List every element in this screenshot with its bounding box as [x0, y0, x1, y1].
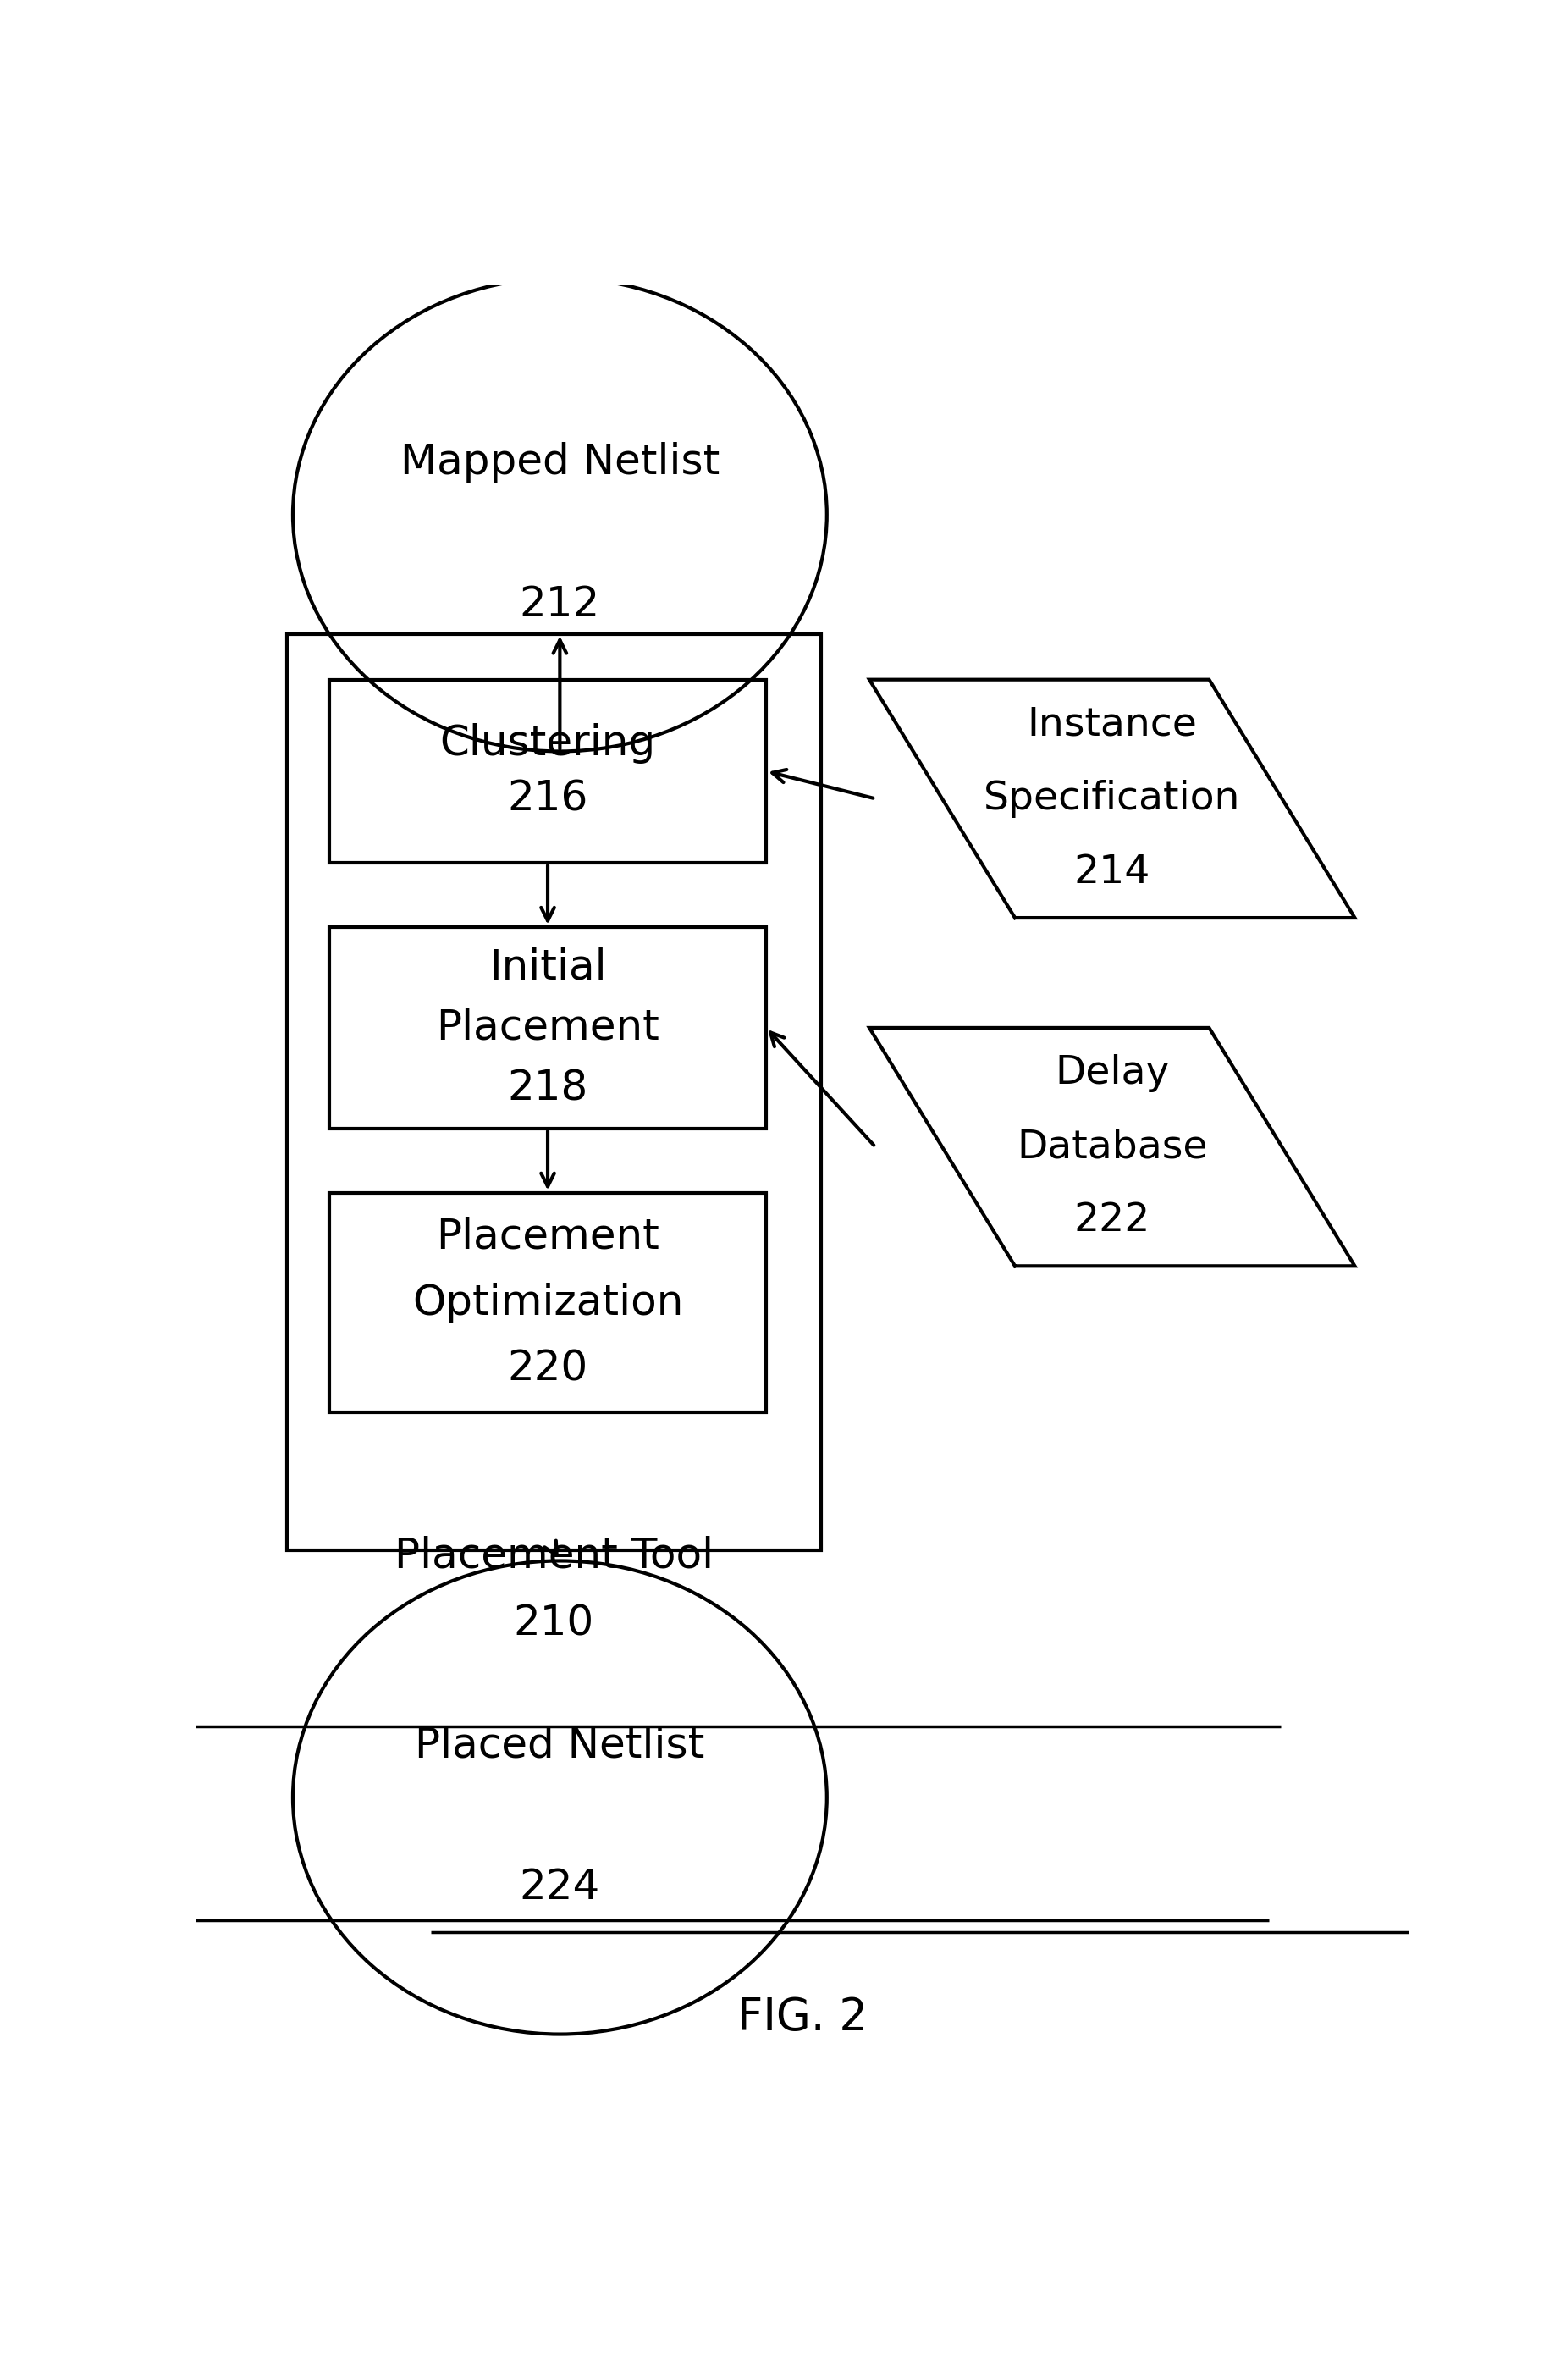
Text: Optimization: Optimization [412, 1283, 683, 1323]
Text: Placement Tool: Placement Tool [395, 1535, 714, 1576]
Bar [287, 633, 821, 1549]
Text: Clustering: Clustering [440, 724, 656, 764]
Bar [329, 928, 766, 1128]
Text: Placement: Placement [435, 1216, 659, 1257]
Bar [329, 1192, 766, 1414]
Text: Placement: Placement [435, 1007, 659, 1047]
Text: Mapped Netlist: Mapped Netlist [401, 443, 719, 483]
Text: Database: Database [1016, 1128, 1207, 1166]
Text: 218: 218 [507, 1069, 587, 1109]
Text: Instance: Instance [1027, 707, 1196, 745]
Text: FIG. 2: FIG. 2 [738, 1994, 868, 2040]
Text: Placed Netlist: Placed Netlist [415, 1725, 705, 1766]
Text: Specification: Specification [983, 781, 1240, 819]
Text: 210: 210 [514, 1604, 594, 1645]
Bar [329, 681, 766, 864]
Text: Initial: Initial [489, 947, 606, 988]
Text: Delay: Delay [1055, 1054, 1170, 1092]
Text: 212: 212 [520, 585, 600, 626]
Text: 216: 216 [507, 778, 589, 819]
Text: 220: 220 [507, 1349, 587, 1390]
Text: 214: 214 [1074, 854, 1151, 892]
Text: 222: 222 [1074, 1202, 1151, 1240]
Text: 224: 224 [520, 1868, 600, 1909]
